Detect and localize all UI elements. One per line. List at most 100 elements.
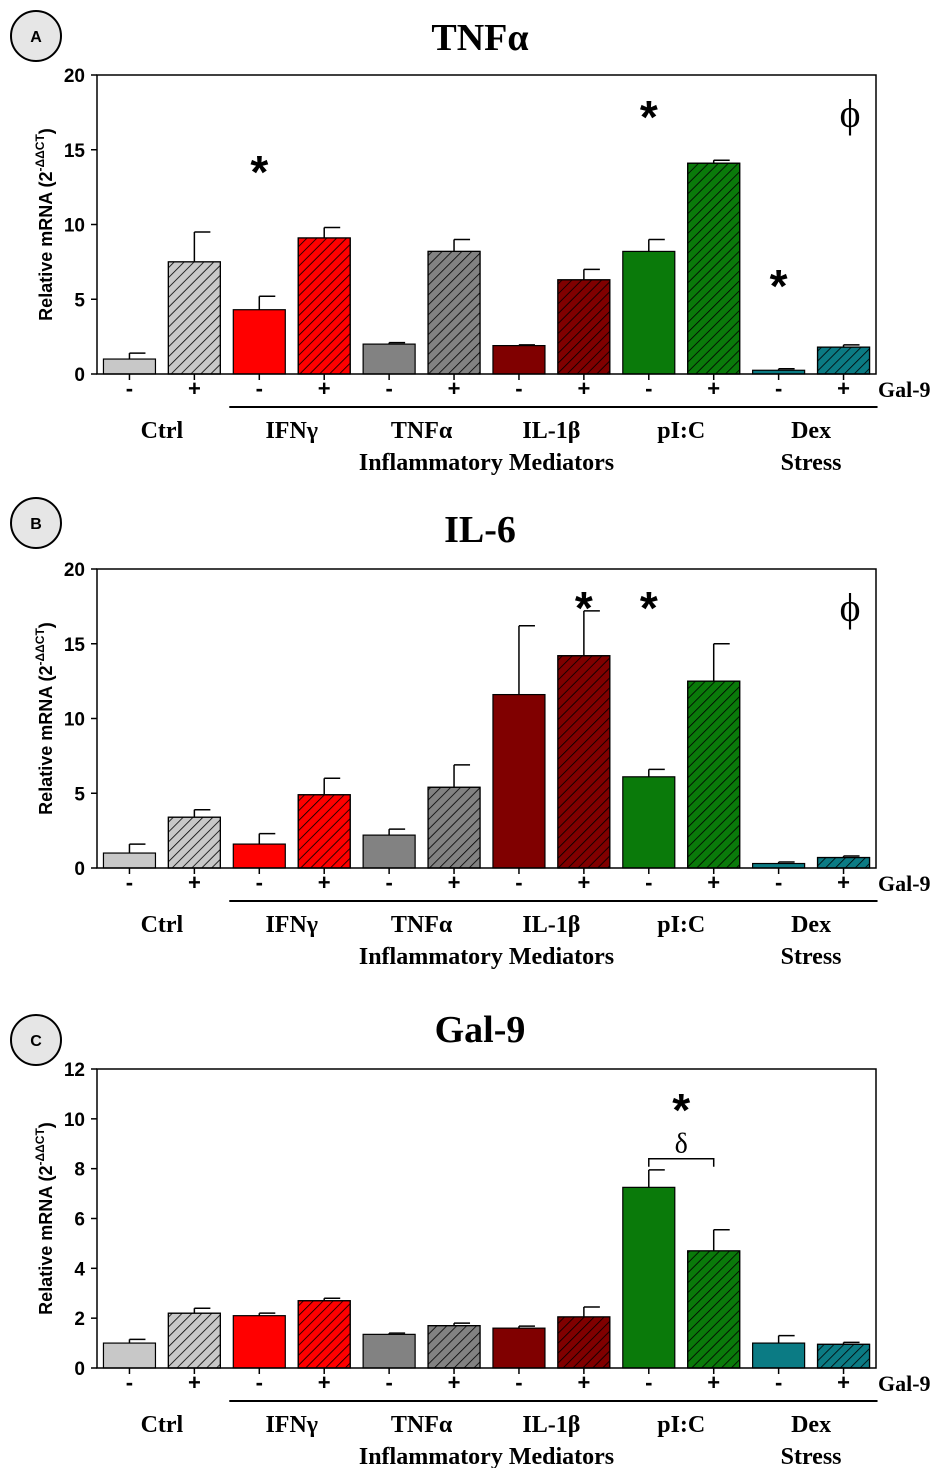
x-tick-label: + — [837, 376, 850, 401]
y-tick-label: 12 — [64, 1060, 85, 1081]
bar-hatch — [427, 250, 481, 375]
bar — [622, 776, 676, 869]
group-label-ctrl: Ctrl — [141, 912, 184, 938]
x-tick-label: - — [645, 870, 652, 895]
significance-star: * — [640, 582, 658, 634]
bar-hatch — [687, 680, 741, 869]
y-tick-label: 6 — [74, 1210, 85, 1231]
x-tick-label: - — [775, 1370, 782, 1395]
bar-hatch — [297, 1300, 351, 1369]
row-label: Gal-9 — [878, 871, 931, 896]
bar — [492, 693, 546, 869]
panel-label: C — [30, 1033, 42, 1050]
y-tick-label: 15 — [64, 141, 86, 162]
row-label: Gal-9 — [878, 1371, 931, 1396]
x-tick-label: + — [577, 870, 590, 895]
bar-hatch — [816, 1343, 871, 1369]
significance-star: * — [770, 260, 788, 312]
bar — [492, 344, 546, 375]
bar-hatch — [427, 1325, 481, 1369]
bar-hatch — [167, 816, 221, 869]
bar-hatch — [816, 346, 871, 375]
bar-hatch — [167, 261, 221, 375]
x-tick-label: + — [188, 870, 201, 895]
x-tick-label: - — [645, 376, 652, 401]
bar-hatch — [687, 1250, 741, 1369]
bar — [752, 1342, 806, 1369]
bar-hatch — [297, 794, 351, 869]
x-tick-label: + — [448, 376, 461, 401]
bracket-label-inflammatory: Inflammatory Mediators — [359, 944, 614, 970]
x-tick-label: + — [707, 870, 720, 895]
bar — [102, 852, 157, 869]
bar — [622, 250, 676, 375]
group-label-dex: Dex — [791, 912, 831, 938]
x-tick-label: - — [256, 376, 263, 401]
delta-bracket — [648, 1157, 715, 1167]
x-tick-label: - — [256, 870, 263, 895]
x-tick-label: + — [837, 1370, 850, 1395]
x-tick-label: + — [188, 1370, 201, 1395]
group-label-il1b: IL-1β — [522, 418, 580, 444]
x-tick-label: - — [256, 1370, 263, 1395]
x-tick-label: + — [188, 376, 201, 401]
group-label-dex: Dex — [791, 418, 831, 444]
bracket-label-inflammatory: Inflammatory Mediators — [359, 450, 614, 476]
x-tick-label: - — [126, 1370, 133, 1395]
bar — [102, 1342, 157, 1369]
x-tick-label: - — [385, 1370, 392, 1395]
group-label-ifng: IFNγ — [265, 912, 318, 938]
bar — [232, 1315, 286, 1369]
x-tick-label: + — [707, 1370, 720, 1395]
bracket-label-stress: Stress — [781, 450, 842, 476]
bar-hatch — [816, 856, 871, 869]
y-axis-label: Relative mRNA (2-ΔΔCT) — [33, 622, 56, 815]
bracket-label-stress: Stress — [781, 1444, 842, 1468]
bar — [492, 1327, 546, 1369]
panel-b: B IL-6 0 5 10 15 20 Relative mRNA (2-ΔΔCT) - + - + -… — [10, 497, 931, 970]
x-tick-label: + — [448, 1370, 461, 1395]
panel-label-badge — [10, 10, 62, 62]
x-tick-label: + — [318, 1370, 331, 1395]
y-tick-label: 20 — [64, 66, 85, 87]
bar-hatch — [297, 237, 351, 375]
row-label: Gal-9 — [878, 377, 931, 402]
x-tick-label: + — [707, 376, 720, 401]
y-axis-label: Relative mRNA (2-ΔΔCT) — [33, 1122, 56, 1315]
group-label-pic: pI:C — [657, 912, 705, 938]
group-label-pic: pI:C — [657, 418, 705, 444]
group-label-tnfa: TNFα — [391, 912, 453, 938]
panel-a: A TNFα 0 5 10 15 20 Relative mRNA (2-ΔΔCT) - + - + -… — [10, 10, 931, 476]
group-label-il1b: IL-1β — [522, 1412, 580, 1438]
x-tick-label: + — [318, 870, 331, 895]
x-tick-label: - — [775, 870, 782, 895]
bar — [362, 343, 416, 375]
bar — [232, 843, 286, 869]
y-tick-label: 0 — [74, 1359, 85, 1380]
panel-label: B — [30, 516, 42, 533]
y-tick-label: 10 — [64, 216, 85, 237]
x-tick-label: - — [645, 1370, 652, 1395]
bracket-label-inflammatory: Inflammatory Mediators — [359, 1444, 614, 1468]
y-tick-label: 0 — [74, 859, 85, 880]
chart-title: TNFα — [431, 17, 528, 59]
y-tick-label: 5 — [74, 784, 85, 805]
phi-marker: ϕ — [839, 585, 860, 630]
x-tick-label: - — [515, 870, 522, 895]
y-tick-label: 2 — [74, 1309, 85, 1330]
phi-marker: ϕ — [839, 91, 860, 136]
bar — [362, 1333, 416, 1369]
group-label-ifng: IFNγ — [265, 418, 318, 444]
bar-hatch — [557, 1316, 611, 1369]
y-tick-label: 10 — [64, 710, 85, 731]
x-tick-label: - — [515, 376, 522, 401]
x-tick-label: + — [318, 376, 331, 401]
x-tick-label: - — [515, 1370, 522, 1395]
y-axis-label: Relative mRNA (2-ΔΔCT) — [33, 128, 56, 321]
bar-hatch — [687, 162, 741, 375]
x-tick-label: + — [577, 1370, 590, 1395]
y-tick-label: 4 — [74, 1259, 85, 1280]
x-tick-label: + — [837, 870, 850, 895]
panel-label-badge — [10, 497, 62, 549]
bracket-label-stress: Stress — [781, 944, 842, 970]
